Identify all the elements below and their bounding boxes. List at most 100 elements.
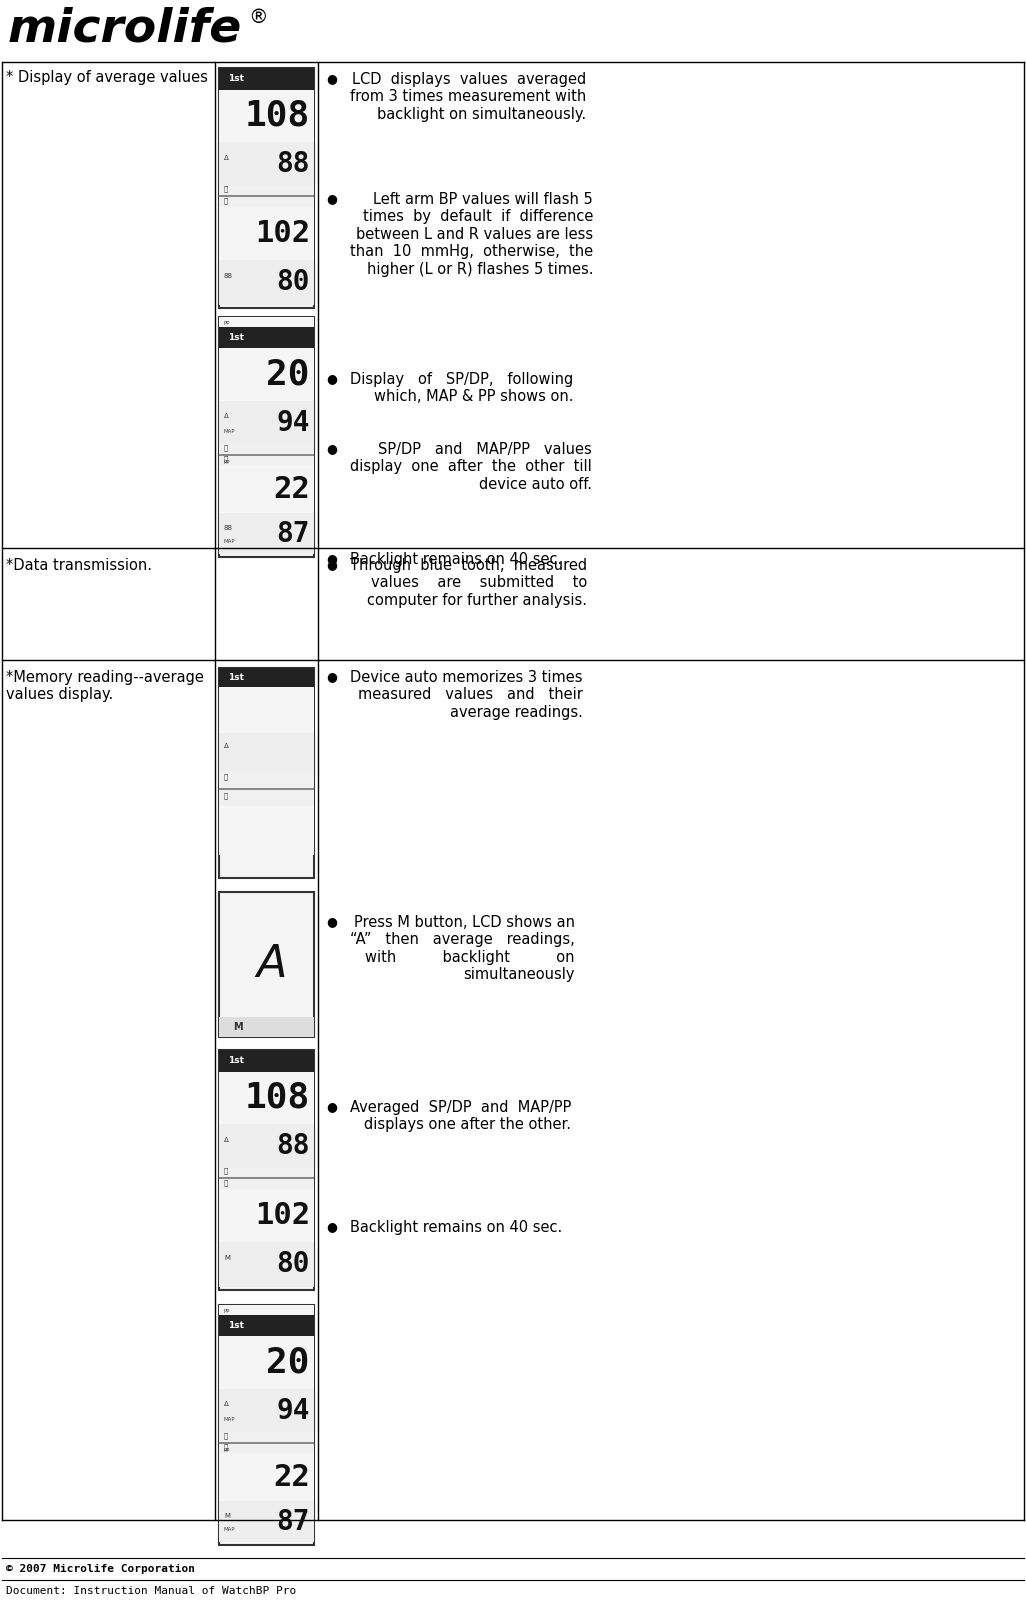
Text: 102: 102 xyxy=(254,219,310,248)
Bar xyxy=(219,349,314,400)
Bar xyxy=(219,326,314,349)
Bar xyxy=(219,1167,314,1177)
Bar xyxy=(219,1389,314,1433)
Text: PP: PP xyxy=(224,1448,231,1452)
Text: 20: 20 xyxy=(267,1345,310,1379)
Bar xyxy=(219,668,314,879)
Text: Device auto memorizes 3 times
measured   values   and   their
average readings.: Device auto memorizes 3 times measured v… xyxy=(350,669,583,720)
Bar xyxy=(219,733,314,772)
Bar xyxy=(219,789,314,807)
Text: Ⓛ: Ⓛ xyxy=(224,444,228,451)
Text: ●: ● xyxy=(326,191,338,204)
Text: Ⓡ: Ⓡ xyxy=(224,1178,228,1187)
Bar xyxy=(219,1336,314,1389)
Bar xyxy=(219,788,314,789)
Text: MAP: MAP xyxy=(224,1417,236,1422)
Text: Ⓡ: Ⓡ xyxy=(224,1444,228,1451)
Bar xyxy=(219,68,314,308)
Bar xyxy=(219,892,314,1037)
Text: ●: ● xyxy=(326,71,338,84)
Text: Backlight remains on 40 sec.: Backlight remains on 40 sec. xyxy=(350,1221,562,1235)
Bar xyxy=(219,772,314,788)
Bar xyxy=(219,1441,314,1444)
Text: MAP: MAP xyxy=(224,1527,236,1532)
Text: Press M button, LCD shows an
“A”   then   average   readings,
with          back: Press M button, LCD shows an “A” then av… xyxy=(350,914,575,982)
Text: M: M xyxy=(224,1512,230,1519)
Bar xyxy=(219,318,314,326)
Text: Ⓛ: Ⓛ xyxy=(224,773,228,780)
Bar xyxy=(219,1125,314,1167)
Text: ●: ● xyxy=(326,558,338,571)
Text: 94: 94 xyxy=(276,1397,310,1425)
Text: Ⓡ: Ⓡ xyxy=(224,456,228,462)
Text: 87: 87 xyxy=(276,520,310,548)
Text: PP: PP xyxy=(224,1310,231,1315)
Text: 1st: 1st xyxy=(228,673,244,682)
Text: 80: 80 xyxy=(276,1250,310,1279)
Text: Through  blue  tooth,  measured
values    are    submitted    to
computer for fu: Through blue tooth, measured values are … xyxy=(350,558,587,608)
Text: Averaged  SP/DP  and  MAP/PP
displays one after the other.: Averaged SP/DP and MAP/PP displays one a… xyxy=(350,1101,571,1133)
Bar xyxy=(219,1315,314,1336)
Text: 88: 88 xyxy=(276,151,310,178)
Bar xyxy=(219,207,314,259)
Bar xyxy=(219,444,314,454)
Bar xyxy=(219,514,314,554)
Text: ●: ● xyxy=(326,914,338,927)
Text: 80: 80 xyxy=(276,269,310,297)
Text: ●: ● xyxy=(326,669,338,682)
Text: MAP: MAP xyxy=(224,428,236,434)
Bar xyxy=(219,259,314,305)
Text: Document: Instruction Manual of WatchBP Pro: Document: Instruction Manual of WatchBP … xyxy=(6,1585,297,1597)
Text: * Display of average values: * Display of average values xyxy=(6,70,208,84)
Text: Left arm BP values will flash 5
times  by  default  if  difference
between L and: Left arm BP values will flash 5 times by… xyxy=(350,191,593,277)
Bar xyxy=(219,454,314,456)
Text: 94: 94 xyxy=(276,408,310,436)
Text: Ⓛ: Ⓛ xyxy=(224,1433,228,1439)
Bar xyxy=(219,400,314,444)
Text: 88: 88 xyxy=(224,525,233,530)
Text: 108: 108 xyxy=(245,1081,310,1115)
Text: 20: 20 xyxy=(267,358,310,392)
Text: Δ: Δ xyxy=(224,154,229,160)
Text: ●: ● xyxy=(326,1101,338,1114)
Text: LCD  displays  values  averaged
from 3 times measurement with
backlight on simul: LCD displays values averaged from 3 time… xyxy=(350,71,586,122)
Bar xyxy=(219,1177,314,1178)
Text: A: A xyxy=(256,943,286,986)
Bar xyxy=(219,318,314,558)
Bar xyxy=(219,1050,314,1071)
Text: M: M xyxy=(233,1021,243,1033)
Text: microlife: microlife xyxy=(8,6,242,50)
Text: Ⓡ: Ⓡ xyxy=(224,793,228,799)
Bar xyxy=(219,89,314,143)
Bar xyxy=(219,668,314,687)
Text: PP: PP xyxy=(224,321,231,326)
Text: Δ: Δ xyxy=(224,744,229,749)
Text: Ⓡ: Ⓡ xyxy=(224,198,228,204)
Text: *Memory reading--average
values display.: *Memory reading--average values display. xyxy=(6,669,204,702)
Text: M: M xyxy=(224,1255,230,1261)
Text: ●: ● xyxy=(326,1221,338,1234)
Text: Backlight remains on 40 sec.: Backlight remains on 40 sec. xyxy=(350,553,562,567)
Bar xyxy=(219,465,314,514)
Bar xyxy=(219,1454,314,1501)
Text: Display   of   SP/DP,   following
which, MAP & PP shows on.: Display of SP/DP, following which, MAP &… xyxy=(350,371,574,404)
Text: 1st: 1st xyxy=(228,1321,244,1329)
Bar xyxy=(219,1501,314,1542)
Text: 87: 87 xyxy=(276,1508,310,1535)
Text: 88: 88 xyxy=(276,1131,310,1161)
Bar xyxy=(219,198,314,207)
Text: 1st: 1st xyxy=(228,332,244,342)
Text: MAP: MAP xyxy=(224,540,236,545)
Text: Δ: Δ xyxy=(224,1401,229,1407)
Bar xyxy=(219,68,314,89)
Text: SP/DP   and   MAP/PP   values
display  one  after  the  other  till
device auto : SP/DP and MAP/PP values display one afte… xyxy=(350,443,592,491)
Text: Ⓛ: Ⓛ xyxy=(224,186,228,193)
Bar xyxy=(219,807,314,854)
Bar xyxy=(219,1444,314,1454)
Text: ●: ● xyxy=(326,553,338,566)
Text: 108: 108 xyxy=(245,99,310,133)
Text: Ⓛ: Ⓛ xyxy=(224,1167,228,1174)
Bar xyxy=(219,1305,314,1545)
Bar xyxy=(219,456,314,465)
Bar xyxy=(219,1188,314,1242)
